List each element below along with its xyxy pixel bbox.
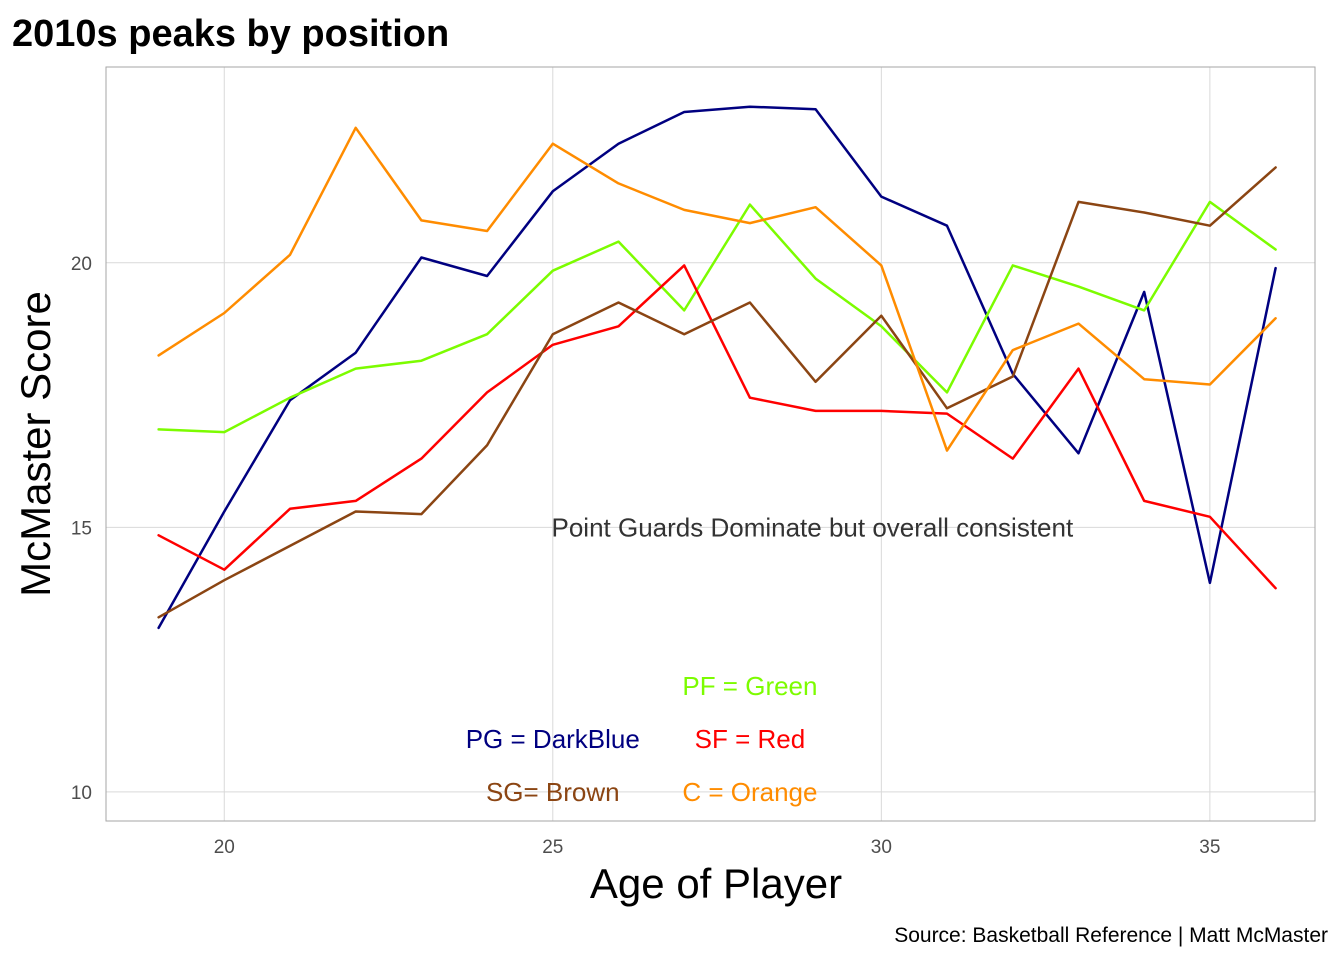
x-tick-label: 35 bbox=[1199, 837, 1220, 858]
x-axis-title: Age of Player bbox=[590, 860, 842, 907]
x-tick-label: 25 bbox=[542, 837, 563, 858]
series-lines bbox=[157, 105, 1277, 630]
x-tick-label: 30 bbox=[871, 837, 892, 858]
annotation-label: SG= Brown bbox=[486, 777, 620, 807]
x-tick-label: 20 bbox=[214, 837, 235, 858]
series-line bbox=[157, 166, 1277, 619]
annotation-label: PF = Green bbox=[682, 671, 817, 701]
y-tick-label: 20 bbox=[71, 254, 92, 275]
annotation-label: SF = Red bbox=[695, 724, 806, 754]
annotation-label: PG = DarkBlue bbox=[466, 724, 640, 754]
series-line bbox=[157, 200, 1277, 434]
source-caption: Source: Basketball Reference | Matt McMa… bbox=[894, 924, 1328, 947]
y-axis-title: McMaster Score bbox=[12, 291, 59, 597]
plot-panel-border bbox=[105, 66, 1316, 822]
annotation-label: C = Orange bbox=[682, 777, 817, 807]
y-tick-label: 10 bbox=[71, 783, 92, 804]
chart-title: 2010s peaks by position bbox=[12, 13, 449, 55]
gridlines bbox=[106, 67, 1315, 821]
axis-ticks: 20 25 30 35 10 15 20 bbox=[71, 254, 1221, 858]
annotations: Point Guards Dominate but overall consis… bbox=[466, 512, 1074, 807]
series-line bbox=[157, 264, 1277, 590]
series-line bbox=[157, 105, 1277, 630]
series-line bbox=[157, 126, 1277, 452]
annotation-label: Point Guards Dominate but overall consis… bbox=[551, 512, 1073, 542]
y-tick-label: 15 bbox=[71, 518, 92, 539]
